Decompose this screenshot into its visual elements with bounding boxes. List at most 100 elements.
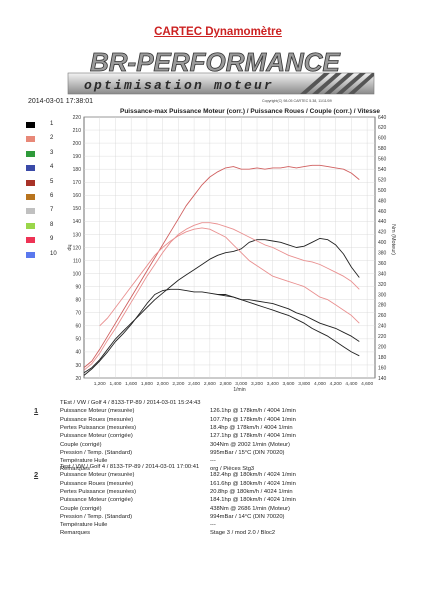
x-tick: 3,000	[235, 381, 247, 387]
y-tick-left: 140	[73, 219, 82, 225]
y-tick-left: 150	[73, 206, 82, 212]
br-performance-logo: BR-PERFORMANCE optimisation moteur	[67, 47, 375, 95]
legend-item: 6	[26, 193, 66, 201]
series-line-4	[83, 164, 360, 368]
y-tick-left: 80	[75, 298, 81, 304]
test-row-value: 184.1hp @ 180km/h / 4024 1/min	[210, 497, 296, 504]
test-row-label: Remarques	[60, 530, 90, 537]
legend-item: 3	[26, 150, 66, 158]
x-tick: 4,200	[330, 381, 342, 387]
legend-item: 5	[26, 179, 66, 187]
test-row-value: 127.1hp @ 178km/h / 4004 1/min	[210, 433, 296, 440]
y-tick-left: 120	[73, 245, 82, 251]
legend-label: 2	[50, 135, 54, 142]
report-title: CARTEC Dynamomètre	[154, 26, 282, 38]
y-tick-right: 260	[378, 313, 387, 319]
legend-label: 3	[50, 149, 54, 156]
y-tick-right: 300	[378, 292, 387, 298]
x-tick: 2,000	[157, 381, 169, 387]
x-tick: 3,200	[251, 381, 263, 387]
x-tick: 3,800	[298, 381, 310, 387]
y-tick-right: 520	[378, 177, 387, 183]
y-tick-right: 400	[378, 240, 387, 246]
y-tick-left: 50	[75, 337, 81, 343]
y-tick-left: 30	[75, 363, 81, 369]
y-tick-right: 640	[378, 115, 387, 121]
y-tick-right: 580	[378, 146, 387, 152]
legend-swatch	[26, 179, 35, 186]
test-row-label: Température Huile	[60, 458, 108, 465]
legend-swatch	[26, 251, 35, 258]
y-tick-left: 90	[75, 284, 81, 290]
y-tick-right: 200	[378, 344, 387, 350]
x-tick: 2,200	[172, 381, 184, 387]
report-date: 2014-03-01 17:38:01	[28, 98, 93, 105]
test-row-value: 20.8hp @ 180km/h / 4024 1/min	[210, 488, 293, 495]
test-row-value: 304Nm @ 2002 1/min (Moteur)	[210, 441, 290, 448]
y-tick-right: 460	[378, 209, 387, 215]
test-row-label: Couple (corrigé)	[60, 505, 102, 512]
test-row-label: Pression / Temp. (Standard)	[60, 513, 133, 520]
y-tick-left: 190	[73, 154, 82, 160]
y-tick-left: 180	[73, 167, 82, 173]
legend-item: 8	[26, 222, 66, 230]
y-tick-left: 100	[73, 271, 82, 277]
y-tick-left: 170	[73, 180, 82, 186]
y-tick-right: 280	[378, 303, 387, 309]
legend-swatch	[26, 122, 35, 128]
legend-swatch	[26, 150, 35, 157]
y-tick-left: 20	[75, 376, 81, 382]
test-row-value: 107.7hp @ 178km/h / 4004 1/min	[210, 416, 296, 423]
test-row-value: org / Pièces Stg3	[210, 466, 255, 473]
legend-label: 8	[50, 221, 54, 228]
y-tick-left: 220	[73, 115, 82, 121]
test-row-value: ---	[210, 522, 216, 529]
x-tick: 2,400	[188, 381, 200, 387]
legend-item: 4	[26, 164, 66, 172]
y-axis-label-right: Nm (Moteur)	[390, 224, 396, 255]
y-tick-right: 320	[378, 282, 387, 288]
legend-swatch	[26, 237, 35, 244]
y-tick-left: 70	[75, 311, 81, 317]
y-axis-label-left: hp	[66, 244, 72, 250]
legend-label: 10	[50, 250, 57, 257]
x-tick: 1,600	[125, 381, 137, 387]
test-row-value: 182.4hp @ 180km/h / 4024 1/min	[210, 472, 296, 479]
y-tick-right: 220	[378, 334, 387, 340]
y-tick-left: 40	[75, 350, 81, 356]
legend-item: 7	[26, 207, 66, 215]
legend-label: 4	[50, 164, 54, 171]
x-tick: 1,400	[109, 381, 121, 387]
copyright: Copyright(C) 98-05 CARTEC 5.38, 11/11/09	[262, 99, 332, 103]
legend-label: 1	[50, 121, 54, 127]
x-axis-label: 1/min	[233, 387, 245, 393]
legend-label: 9	[50, 236, 54, 243]
test-row-value: 18.4hp @ 178km/h / 4004 1/min	[210, 424, 293, 431]
y-tick-left: 130	[73, 232, 82, 238]
x-tick: 2,800	[220, 381, 232, 387]
y-tick-right: 380	[378, 251, 387, 257]
y-tick-right: 440	[378, 219, 387, 225]
legend-swatch	[26, 194, 35, 200]
y-tick-right: 500	[378, 188, 387, 194]
test-row-label: Puissance Moteur (corrigée)	[60, 433, 133, 440]
test-heading: Test / VW / Golf 4 / 8133-TP-89 / 2014-0…	[60, 464, 200, 470]
test-row-label: Puissance Roues (mesurée)	[60, 416, 134, 423]
x-tick: 1,200	[94, 381, 106, 387]
test-row-value: 994mBar / 14°C (DIN 70020)	[210, 513, 285, 520]
test-row-label: Pertes Puissance (mesurées)	[60, 488, 137, 495]
y-tick-right: 480	[378, 198, 387, 204]
y-tick-left: 160	[73, 193, 82, 199]
test-row-label: Température Huile	[60, 522, 108, 529]
test-row-value: 438Nm @ 2686 1/min (Moteur)	[210, 505, 290, 512]
legend-item: 2	[26, 135, 66, 143]
y-tick-left: 110	[73, 258, 81, 264]
y-tick-right: 240	[378, 324, 387, 330]
y-tick-right: 180	[378, 355, 387, 361]
test-number: 1	[34, 406, 39, 415]
y-tick-right: 340	[378, 271, 387, 277]
x-tick: 1,800	[141, 381, 153, 387]
legend-item: 9	[26, 236, 66, 244]
legend-swatch	[26, 208, 35, 215]
